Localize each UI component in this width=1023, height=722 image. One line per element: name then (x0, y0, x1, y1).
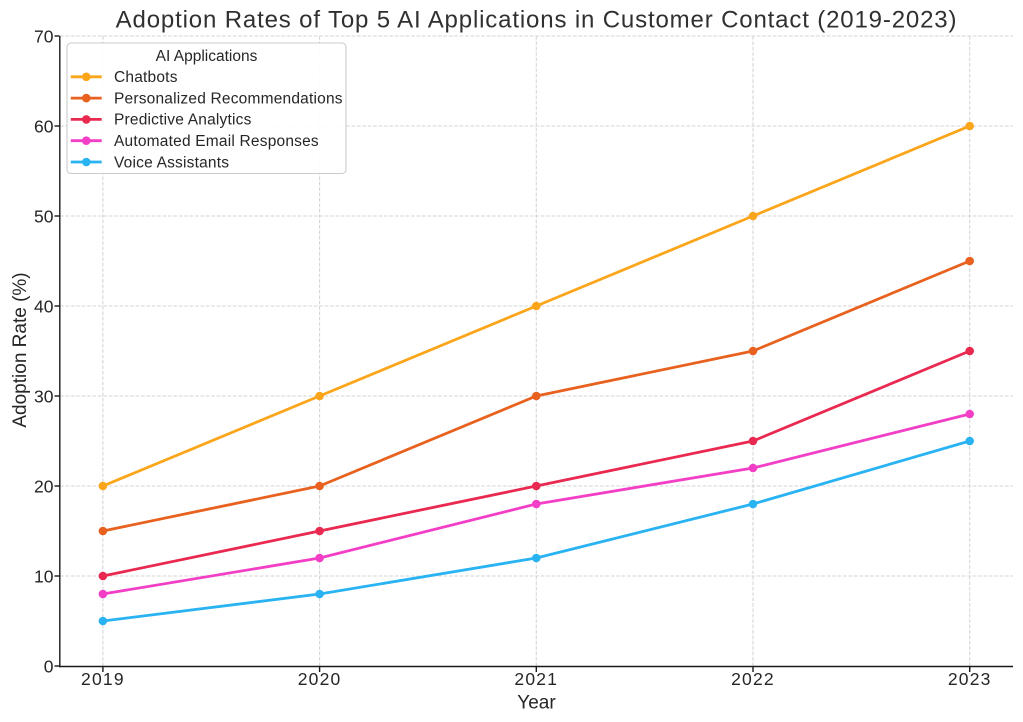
svg-text:10: 10 (34, 566, 54, 586)
svg-text:Year: Year (517, 693, 556, 714)
svg-text:30: 30 (34, 386, 54, 406)
svg-text:50: 50 (34, 206, 54, 226)
svg-text:Adoption Rate (%): Adoption Rate (%) (10, 272, 31, 427)
svg-text:70: 70 (34, 26, 54, 46)
svg-text:0: 0 (44, 656, 54, 676)
svg-text:Automated Email Responses: Automated Email Responses (114, 133, 319, 150)
svg-text:2023: 2023 (948, 669, 992, 689)
svg-text:Chatbots: Chatbots (114, 69, 178, 86)
svg-text:20: 20 (34, 476, 54, 496)
svg-text:Voice Assistants: Voice Assistants (114, 154, 229, 171)
svg-text:2021: 2021 (514, 669, 558, 689)
svg-text:Predictive Analytics: Predictive Analytics (114, 112, 252, 129)
svg-text:Personalized Recommendations: Personalized Recommendations (114, 90, 343, 107)
svg-text:60: 60 (34, 116, 54, 136)
svg-text:40: 40 (34, 296, 54, 316)
svg-text:2020: 2020 (298, 669, 342, 689)
svg-text:2022: 2022 (731, 669, 775, 689)
svg-text:2019: 2019 (81, 669, 125, 689)
svg-text:Adoption Rates of Top 5 AI App: Adoption Rates of Top 5 AI Applications … (116, 7, 958, 34)
svg-text:AI Applications: AI Applications (156, 48, 258, 65)
